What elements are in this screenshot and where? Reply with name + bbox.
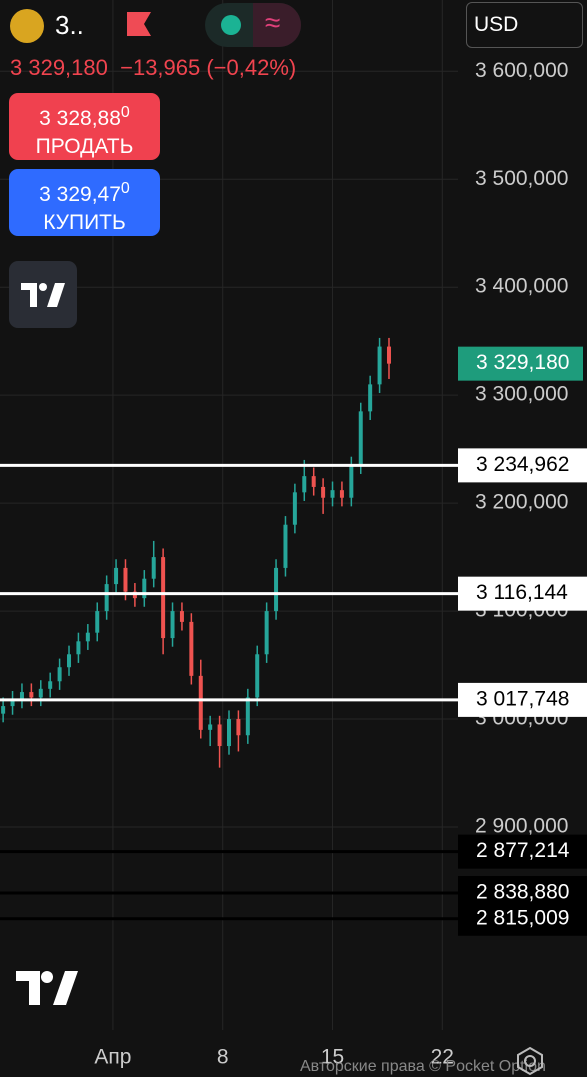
x-tick-label: Апр xyxy=(94,1046,131,1069)
tv-watermark-logo xyxy=(16,971,78,1005)
candle-body xyxy=(161,557,166,639)
candle-body xyxy=(104,584,109,612)
sell-price-tail: 0 xyxy=(120,104,130,121)
candle-body xyxy=(283,524,288,568)
candle-body xyxy=(123,567,128,592)
candle-body xyxy=(236,719,241,736)
price-level-label: 3 116,144 xyxy=(476,581,568,604)
candle-body xyxy=(255,654,260,698)
candle-body xyxy=(76,641,81,655)
candle-body xyxy=(48,681,53,689)
candle-body xyxy=(349,465,354,498)
copyright: Авторские права © Pocket Option xyxy=(300,1058,546,1075)
price-level-label: 3 017,748 xyxy=(476,687,569,710)
candle-body xyxy=(57,667,62,682)
candle-body xyxy=(179,611,184,622)
mode-toggle[interactable]: ≈ xyxy=(205,3,301,47)
x-tick-label: 15 xyxy=(321,1046,344,1069)
candle-body xyxy=(368,384,373,412)
price-level-tag xyxy=(458,901,587,936)
asset-icon[interactable] xyxy=(10,9,44,43)
settings-icon[interactable] xyxy=(515,1046,545,1076)
candle-body xyxy=(85,632,90,642)
y-tick-label: 3 500,000 xyxy=(475,167,568,190)
candle-body xyxy=(29,692,34,698)
y-tick-label: 3 600,000 xyxy=(475,59,568,82)
price-level-tag xyxy=(458,682,587,717)
candle-body xyxy=(245,697,250,736)
price: 3 329,180 xyxy=(10,55,108,80)
candle-body xyxy=(330,490,335,498)
x-tick-label: 22 xyxy=(431,1046,454,1069)
price-level-tag xyxy=(458,576,587,611)
candle-body xyxy=(208,724,213,730)
candle-body xyxy=(217,724,222,747)
candle-body xyxy=(10,699,15,707)
sell-label: ПРОДАТЬ xyxy=(35,135,134,158)
buy-price-tail: 0 xyxy=(120,180,130,197)
candle-body xyxy=(377,346,382,385)
candle-body xyxy=(142,578,147,599)
currency-label: USD xyxy=(474,13,519,36)
price-level-tag xyxy=(458,448,587,483)
price-line: 3 329,180 −13,965 (−0,42%) xyxy=(10,55,296,81)
candle-body xyxy=(198,675,203,730)
price-level-label: 2 815,009 xyxy=(476,906,569,929)
buy-button[interactable]: 3 329,470 КУПИТЬ xyxy=(9,169,160,236)
candle-body xyxy=(114,567,119,585)
candle-body xyxy=(38,688,43,698)
x-tick-label: 8 xyxy=(217,1046,229,1069)
flag-icon[interactable] xyxy=(125,10,155,40)
candle-body xyxy=(189,621,194,676)
candle-body xyxy=(302,476,307,493)
tv-logo xyxy=(21,283,65,307)
candle-body xyxy=(151,557,156,579)
candle-body xyxy=(67,654,72,668)
candle-body xyxy=(321,486,326,498)
asset-symbol[interactable]: 3.. xyxy=(55,10,84,40)
last-price-tag xyxy=(458,346,583,381)
y-tick-label: 3 200,000 xyxy=(475,491,568,514)
last-price-label: 3 329,180 xyxy=(476,351,569,374)
price-level-tag xyxy=(458,834,587,869)
candle-body xyxy=(311,476,316,487)
candle-body xyxy=(170,611,175,639)
price-level-label: 2 877,214 xyxy=(476,839,570,862)
candle-body xyxy=(274,567,279,612)
price-change: −13,965 (−0,42%) xyxy=(120,55,297,80)
buy-label: КУПИТЬ xyxy=(43,211,126,234)
candle-body xyxy=(19,692,24,700)
candle-body xyxy=(1,706,6,714)
currency-select[interactable]: USD xyxy=(466,2,583,48)
buy-price: 3 329,47 xyxy=(39,183,121,206)
candle-body xyxy=(358,411,363,466)
price-level-label: 2 838,880 xyxy=(476,881,569,904)
y-tick-label: 3 300,000 xyxy=(475,383,568,406)
y-tick-label: 2 900,000 xyxy=(475,815,568,838)
y-tick-label: 3 400,000 xyxy=(475,275,568,298)
tv-button[interactable] xyxy=(9,261,77,328)
candle-body xyxy=(386,346,391,364)
candle-body xyxy=(264,611,269,655)
candle-body xyxy=(292,492,297,525)
price-level-label: 3 234,962 xyxy=(476,453,569,476)
candle-body xyxy=(227,719,231,747)
sell-button[interactable]: 3 328,880 ПРОДАТЬ xyxy=(9,93,160,160)
candle-body xyxy=(339,490,344,498)
candle-body xyxy=(95,611,100,633)
sell-price: 3 328,88 xyxy=(39,107,121,130)
